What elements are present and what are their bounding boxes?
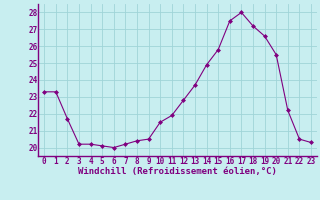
X-axis label: Windchill (Refroidissement éolien,°C): Windchill (Refroidissement éolien,°C) xyxy=(78,167,277,176)
